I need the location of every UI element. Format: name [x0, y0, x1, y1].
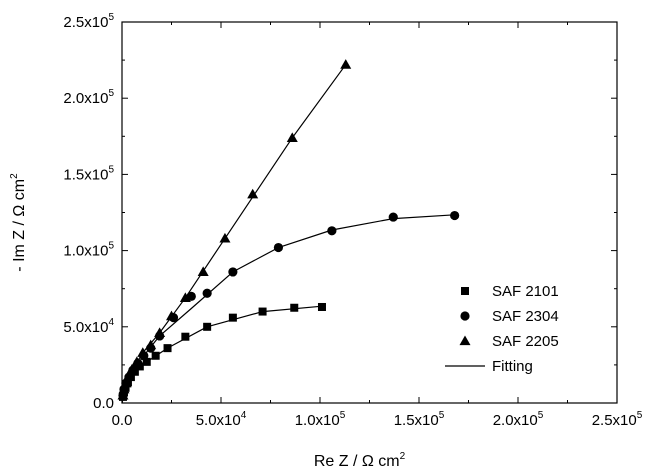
- x-tick-label: 1.0x105: [295, 410, 346, 429]
- legend-label: SAF 2205: [492, 333, 559, 350]
- data-point-saf-2304: [186, 291, 196, 301]
- data-point-saf-2304: [202, 288, 212, 298]
- data-point-saf-2205: [179, 292, 191, 302]
- data-point-saf-2304: [273, 242, 284, 253]
- data-point-saf-2101: [151, 351, 160, 360]
- x-tick-label: 1.5x105: [394, 410, 445, 429]
- y-tick-label: 2.5x105: [63, 12, 114, 31]
- data-point-saf-2101: [181, 332, 190, 341]
- y-tick-label: 2.0x105: [63, 88, 114, 107]
- data-point-saf-2101: [317, 302, 326, 311]
- x-tick-label: 0.0: [112, 412, 133, 429]
- data-point-saf-2205: [145, 339, 157, 350]
- data-point-saf-2101: [163, 344, 172, 353]
- data-point-saf-2205: [137, 347, 149, 357]
- data-point-saf-2205: [219, 232, 231, 243]
- legend-label: Fitting: [492, 358, 533, 375]
- data-point-saf-2304: [450, 210, 460, 221]
- data-point-saf-2205: [286, 132, 298, 142]
- data-point-saf-2101: [290, 303, 299, 312]
- legend-marker: [461, 287, 469, 295]
- legend-label: SAF 2101: [492, 283, 559, 300]
- data-point-saf-2205: [154, 327, 166, 338]
- data-point-saf-2205: [340, 59, 352, 69]
- x-tick-label: 5.0x104: [196, 410, 247, 429]
- x-tick-label: 2.0x105: [493, 410, 544, 429]
- x-axis-title: Re Z / Ω cm2: [314, 451, 406, 470]
- x-tick-label: 2.5x105: [592, 410, 643, 429]
- y-tick-label: 5.0x104: [63, 317, 114, 336]
- data-point-saf-2205: [117, 389, 129, 400]
- y-tick-label: 1.0x105: [63, 241, 114, 260]
- y-tick-label: 1.5x105: [63, 164, 114, 183]
- axes: [121, 21, 618, 404]
- y-tick-label: 0.0: [93, 395, 114, 412]
- data-point-saf-2304: [388, 212, 398, 222]
- fitting-lines: [121, 64, 455, 404]
- data-point-saf-2205: [131, 356, 143, 366]
- legend-marker: [460, 311, 470, 321]
- data-point-saf-2304: [327, 226, 337, 236]
- data-markers: [117, 59, 460, 401]
- data-point-saf-2205: [118, 383, 130, 394]
- data-point-saf-2101: [258, 307, 267, 316]
- tick-labels: 0.0 5.0x104 1.0x105 1.5x105 2.0x105 2.5x105 0.…: [63, 12, 642, 429]
- axis-titles: Re Z / Ω cm2 - Im Z / Ω cm2: [9, 173, 406, 470]
- data-point-saf-2101: [203, 322, 212, 331]
- data-point-saf-2205: [123, 370, 135, 380]
- data-point-saf-2304: [228, 267, 238, 277]
- data-point-saf-2205: [166, 310, 177, 321]
- data-point-saf-2101: [142, 357, 151, 366]
- legend: SAF 2101 SAF 2304 SAF 2205 Fitting: [445, 283, 559, 375]
- data-point-saf-2205: [197, 266, 209, 277]
- data-point-saf-2205: [120, 377, 132, 388]
- data-point-saf-2205: [126, 363, 138, 374]
- y-axis-title: - Im Z / Ω cm2: [9, 173, 28, 272]
- legend-marker: [459, 335, 471, 346]
- data-point-saf-2101: [228, 313, 237, 322]
- legend-label: SAF 2304: [492, 308, 559, 325]
- data-point-saf-2205: [247, 188, 259, 199]
